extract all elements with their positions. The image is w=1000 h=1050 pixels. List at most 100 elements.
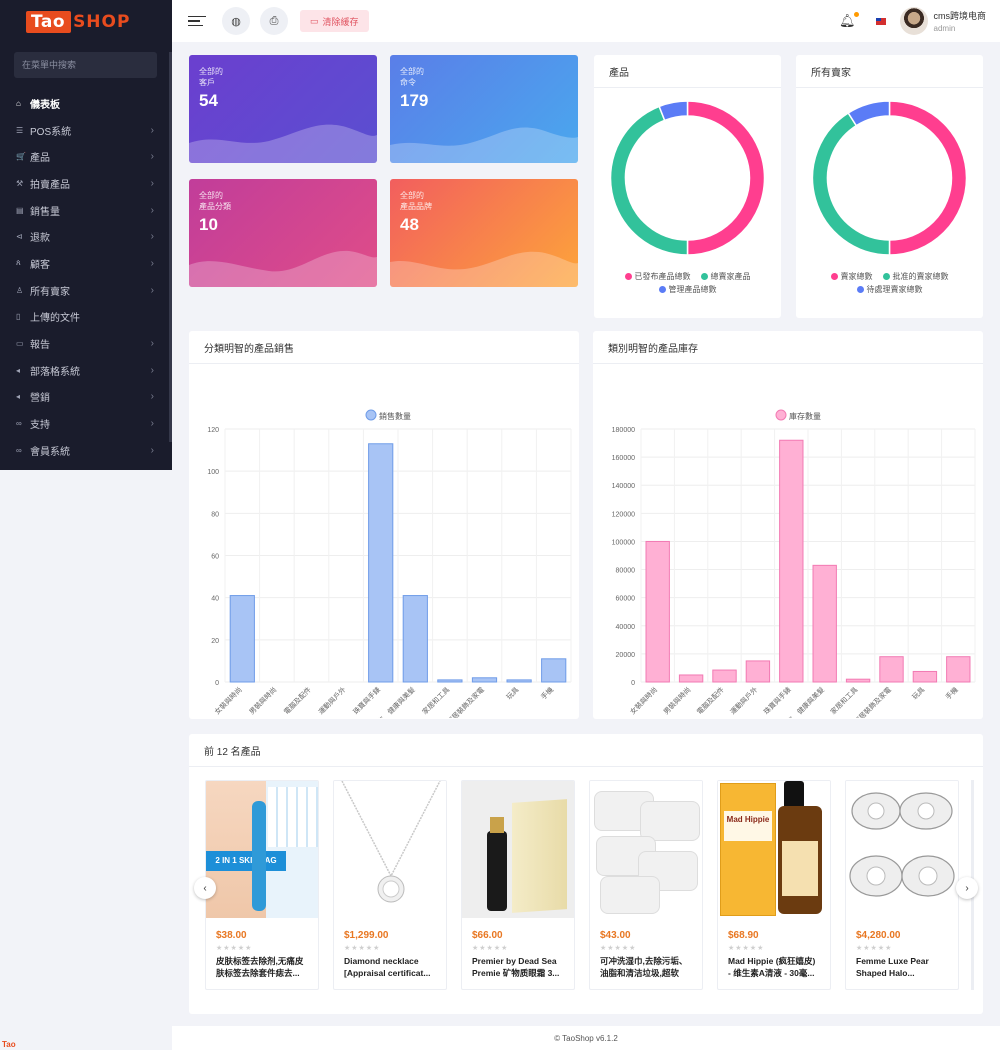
x-tick-label: 家居裝飾及家電 xyxy=(445,685,486,718)
product-card[interactable]: Mad Hippie $68.90 ★★★★★ Mad Hippie (疯狂嬉皮… xyxy=(717,780,831,990)
bar[interactable] xyxy=(712,669,737,683)
menu-item-icon: ⊲ xyxy=(16,232,23,242)
sidebar-item[interactable]: ጰ 顧客 › xyxy=(0,250,172,277)
sidebar-item[interactable]: ▭ 報告 › xyxy=(0,330,172,357)
x-tick-label: 家居和工具 xyxy=(828,685,859,716)
bar[interactable] xyxy=(229,595,255,683)
sidebar-item[interactable]: ♙ 所有賣家 › xyxy=(0,277,172,304)
product-name[interactable]: 可冲洗湿巾,去除污垢、油脂和清洁垃圾,超软棉... xyxy=(600,956,688,978)
sidebar-item[interactable]: ☰ POS系統 › xyxy=(0,117,172,144)
legend-label: 待處理賣家總數 xyxy=(866,285,923,294)
y-tick-label: 40 xyxy=(211,596,219,603)
donut-slice[interactable] xyxy=(609,105,689,256)
monitor-icon: ▭ xyxy=(310,15,319,26)
product-image: Mad Hippie xyxy=(718,781,830,918)
sidebar-item-label: 營銷 xyxy=(30,393,50,405)
language-flag-icon[interactable] xyxy=(875,17,886,25)
bar[interactable] xyxy=(745,660,771,683)
legend-dot-icon xyxy=(830,273,838,280)
product-name[interactable]: Femme Luxe Pear Shaped Halo... xyxy=(856,956,929,978)
menu-item-icon: 🛒 xyxy=(16,152,26,162)
products-donut-legend: 已發布產品總數 總賣家產品管理產品總數 xyxy=(594,271,781,295)
stat-card-categories[interactable]: 全部的 產品分類 10 xyxy=(189,179,377,287)
donut-slice[interactable] xyxy=(847,100,891,127)
bar[interactable] xyxy=(879,656,904,683)
stat-card-brands[interactable]: 全部的 產品品牌 48 xyxy=(390,179,578,287)
bar[interactable] xyxy=(845,678,871,683)
top-header: ◍ ⎙ ▭ 清除緩存 🔔︎ cms跨境电商 admin xyxy=(172,0,1000,42)
sidebar-item[interactable]: ▯ 上傳的文件 xyxy=(0,304,172,331)
stat-card-customers[interactable]: 全部的 客戶 54 xyxy=(189,55,377,163)
bell-icon[interactable]: 🔔︎ xyxy=(839,12,859,29)
stat-label: 全部的 xyxy=(400,67,424,76)
bar[interactable] xyxy=(437,679,463,683)
menu-item-icon: ጰ xyxy=(16,258,21,268)
legend-item[interactable]: 待處理賣家總數 xyxy=(856,284,923,295)
x-tick-label: 電腦及配件 xyxy=(282,685,313,716)
legend-item[interactable]: 已發布產品總數 xyxy=(624,271,691,282)
product-price: $38.00 xyxy=(216,930,247,941)
product-image xyxy=(334,781,446,918)
hamburger-menu-icon[interactable] xyxy=(188,15,206,27)
menu-search-input[interactable] xyxy=(14,52,157,78)
product-card[interactable]: $1,299.00 ★★★★★ Diamond necklace [Apprai… xyxy=(333,780,447,990)
clear-cache-button[interactable]: ▭ 清除緩存 xyxy=(300,10,369,32)
logo[interactable]: Tao SHOP xyxy=(26,11,130,33)
bar[interactable] xyxy=(645,540,670,683)
product-card[interactable]: $4,280.00 ★★★★★ Femme Luxe Pear Shaped H… xyxy=(845,780,959,990)
y-tick-label: 100000 xyxy=(612,539,635,546)
product-card[interactable]: $66.00 ★★★★★ Premier by Dead Sea Premie … xyxy=(461,780,575,990)
legend-item[interactable]: 批准的賣家總數 xyxy=(882,271,949,282)
sidebar-item[interactable]: ∞ 支持 › xyxy=(0,410,172,437)
sidebar-scrollbar[interactable] xyxy=(169,52,172,442)
product-card[interactable]: $43.00 ★★★★★ 可冲洗湿巾,去除污垢、油脂和清洁垃圾,超软棉... xyxy=(589,780,703,990)
print-icon[interactable]: ⎙ xyxy=(260,7,288,35)
sidebar-item[interactable]: ◂ 部落格系統 › xyxy=(0,357,172,384)
donut-slice[interactable] xyxy=(888,100,968,256)
bar[interactable] xyxy=(912,670,938,683)
legend-item[interactable]: 管理產品總數 xyxy=(658,284,717,295)
sidebar-item[interactable]: ⌂ 儀表板 xyxy=(0,90,172,117)
menu-item-icon: ☰ xyxy=(16,125,24,135)
sidebar-item[interactable]: 🛒 產品 › xyxy=(0,143,172,170)
sidebar-item[interactable]: ◂ 營銷 › xyxy=(0,384,172,411)
bar[interactable] xyxy=(678,674,704,683)
legend-item[interactable]: 賣家總數 xyxy=(830,271,873,282)
sidebar-item[interactable]: ∞ 會員系統 › xyxy=(0,437,172,464)
chevron-right-icon: › xyxy=(150,177,154,189)
carousel-prev-icon[interactable]: ‹ xyxy=(194,877,216,899)
sidebar-item[interactable]: ⚒ 拍賣產品 › xyxy=(0,170,172,197)
bar[interactable] xyxy=(368,443,394,683)
product-name[interactable]: Premier by Dead Sea Premie 矿物质眼霜 3... xyxy=(472,956,560,978)
stat-card-orders[interactable]: 全部的 命令 179 xyxy=(390,55,578,163)
donut-slice[interactable] xyxy=(658,100,689,122)
bar[interactable] xyxy=(946,656,971,683)
donut-slice[interactable] xyxy=(686,100,766,256)
product-name[interactable]: Diamond necklace [Appraisal certificat..… xyxy=(344,956,431,978)
bar[interactable] xyxy=(541,658,567,683)
legend-label: 銷售數量 xyxy=(379,411,411,421)
sidebar-item[interactable]: ⊲ 退款 › xyxy=(0,223,172,250)
product-card[interactable]: 2 IN 1 SKIN TAG $38.00 ★★★★★ 皮肤标签去除剂,无痛皮… xyxy=(205,780,319,990)
carousel-next-icon[interactable]: › xyxy=(956,877,978,899)
stat-label: 產品品牌 xyxy=(400,202,432,211)
product-name[interactable]: 皮肤标签去除剂,无痛皮肤标签去除套件痣去... xyxy=(216,956,304,978)
product-image xyxy=(846,781,958,918)
bar[interactable] xyxy=(812,564,837,683)
user-info[interactable]: cms跨境电商 admin xyxy=(934,9,987,33)
globe-icon[interactable]: ◍ xyxy=(222,7,250,35)
bar[interactable] xyxy=(506,679,532,683)
product-name[interactable]: Mad Hippie (疯狂嬉皮) - 维生素A清液 - 30毫... xyxy=(728,956,816,978)
bar[interactable] xyxy=(402,595,428,683)
product-image xyxy=(462,781,574,918)
rating-stars-icon: ★★★★★ xyxy=(216,945,253,952)
legend-item[interactable]: 總賣家產品 xyxy=(700,271,751,282)
rating-stars-icon: ★★★★★ xyxy=(728,945,765,952)
donut-slice[interactable] xyxy=(811,111,891,256)
sidebar-item[interactable]: ▤ 銷售量 › xyxy=(0,197,172,224)
avatar[interactable] xyxy=(899,7,928,35)
sidebar-item-label: 銷售量 xyxy=(30,206,60,218)
bar[interactable] xyxy=(779,439,804,683)
y-tick-label: 80000 xyxy=(616,568,636,575)
bar[interactable] xyxy=(471,677,498,683)
